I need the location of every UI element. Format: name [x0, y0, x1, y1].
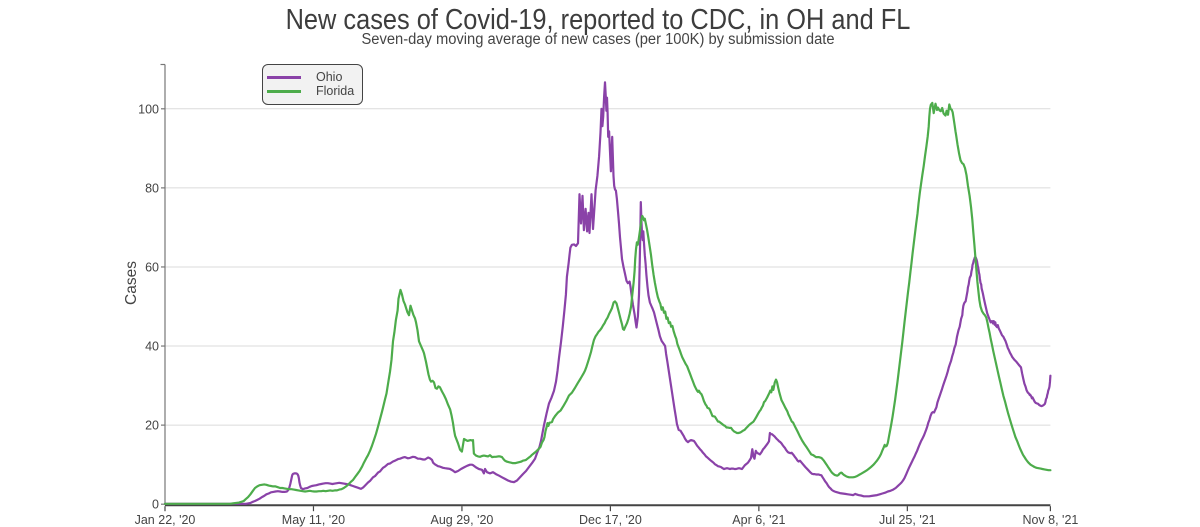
y-axis-title: Cases [123, 261, 140, 305]
x-tick-label-656: Nov 8, '21 [1022, 513, 1078, 527]
y-tick-label-0: 0 [152, 498, 159, 512]
legend[interactable]: Ohio Florida [262, 64, 363, 105]
chart-title: New cases of Covid-19, reported to CDC, … [285, 4, 911, 36]
series-line-ohio[interactable] [163, 81, 1052, 505]
y-tick-label-80: 80 [145, 181, 159, 195]
legend-label-ohio: Ohio [316, 70, 343, 84]
x-tick-label-0: Jan 22, '20 [135, 513, 196, 527]
legend-swatch-florida [267, 89, 301, 93]
y-tick-label-100: 100 [138, 102, 159, 116]
x-tick-label-110: May 11, '20 [282, 513, 345, 527]
legend-swatch-ohio [267, 76, 301, 79]
x-tick-label-550: Jul 25, '21 [879, 513, 936, 527]
y-tick-label-20: 20 [145, 419, 159, 433]
series-line-florida[interactable] [163, 101, 1052, 505]
y-tick-label-60: 60 [145, 260, 159, 274]
legend-item-ohio[interactable]: Ohio [267, 71, 342, 84]
x-tick-label-440: Apr 6, '21 [732, 513, 785, 527]
legend-label-florida: Florida [316, 83, 355, 98]
chart-subtitle: Seven-day moving average of new cases (p… [361, 31, 835, 48]
legend-item-florida[interactable]: Florida [267, 83, 355, 98]
x-tick-label-330: Dec 17, '20 [579, 513, 642, 527]
x-tick-label-220: Aug 29, '20 [431, 513, 494, 527]
y-tick-label-40: 40 [145, 340, 159, 354]
